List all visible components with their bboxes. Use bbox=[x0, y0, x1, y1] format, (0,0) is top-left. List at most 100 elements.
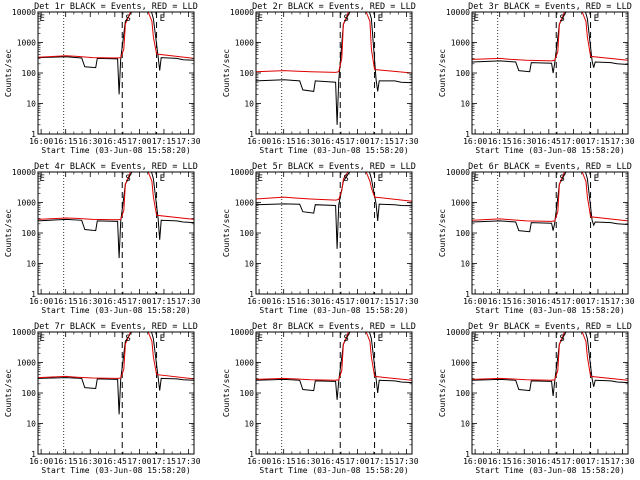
x-tick-label: 17:00 bbox=[345, 457, 369, 466]
plot-frame bbox=[37, 11, 195, 135]
y-axis-label: Counts/sec bbox=[4, 49, 13, 97]
x-tick-label: 16:15 bbox=[488, 297, 512, 306]
y-tick-label: 10 bbox=[244, 420, 254, 429]
y-tick-label: 10 bbox=[460, 420, 470, 429]
y-tick-label: 10 bbox=[26, 100, 36, 109]
y-tick-label: 1000 bbox=[451, 39, 470, 48]
detector-panel-9: Det 9r BLACK = Events, RED = LLD E S E 1 10 10… bbox=[438, 322, 635, 475]
x-tick-label: 17:30 bbox=[394, 297, 418, 306]
x-axis-label: Start Time (03-Jun-08 15:58:20) bbox=[41, 306, 190, 315]
x-tick-label: 17:00 bbox=[561, 137, 585, 146]
detector-panel-4: Det 4r BLACK = Events, RED = LLD E S E 1 10 10… bbox=[4, 162, 201, 315]
panel-title: Det 9r BLACK = Events, RED = LLD bbox=[468, 322, 632, 332]
x-tick-label: 17:30 bbox=[176, 137, 200, 146]
detector-panel-2: Det 2r BLACK = Events, RED = LLD E S E 1 10 10… bbox=[222, 2, 419, 155]
interval-marker-label: S bbox=[559, 14, 564, 24]
x-tick-label: 17:00 bbox=[345, 137, 369, 146]
x-tick-label: 17:15 bbox=[370, 137, 394, 146]
x-axis-label: Start Time (03-Jun-08 15:58:20) bbox=[475, 146, 624, 155]
y-tick-label: 1 bbox=[31, 130, 36, 139]
x-tick-label: 17:00 bbox=[561, 457, 585, 466]
y-tick-label: 1000 bbox=[235, 359, 254, 368]
x-tick-label: 16:45 bbox=[103, 457, 127, 466]
y-tick-label: 1000 bbox=[235, 39, 254, 48]
interval-marker-label: S bbox=[125, 14, 130, 24]
events-series-line bbox=[38, 332, 194, 415]
interval-marker-label: E bbox=[378, 334, 383, 344]
y-tick-label: 1 bbox=[31, 450, 36, 459]
x-axis-label: Start Time (03-Jun-08 15:58:20) bbox=[259, 466, 408, 475]
plot-frame bbox=[37, 331, 195, 455]
y-tick-label: 1 bbox=[249, 450, 254, 459]
y-tick-label: 10 bbox=[244, 260, 254, 269]
x-tick-label: 16:00 bbox=[29, 297, 53, 306]
lld-series-line bbox=[472, 332, 628, 381]
x-tick-label: 17:15 bbox=[152, 457, 176, 466]
panel-title: Det 5r BLACK = Events, RED = LLD bbox=[252, 162, 416, 172]
x-tick-label: 16:00 bbox=[247, 137, 271, 146]
x-tick-label: 17:15 bbox=[370, 457, 394, 466]
y-tick-label: 100 bbox=[22, 389, 37, 398]
x-tick-label: 16:30 bbox=[296, 137, 320, 146]
interval-marker-label: E bbox=[474, 174, 479, 184]
x-axis-label: Start Time (03-Jun-08 15:58:20) bbox=[259, 306, 408, 315]
events-series-line bbox=[256, 12, 412, 125]
y-tick-label: 10000 bbox=[446, 168, 470, 177]
plot-frame bbox=[471, 11, 629, 135]
x-tick-label: 16:45 bbox=[537, 137, 561, 146]
x-tick-label: 17:15 bbox=[586, 137, 610, 146]
x-tick-label: 16:00 bbox=[247, 297, 271, 306]
x-axis-label: Start Time (03-Jun-08 15:58:20) bbox=[259, 146, 408, 155]
x-tick-label: 16:15 bbox=[272, 137, 296, 146]
detector-panel-7: Det 7r BLACK = Events, RED = LLD E S E 1 10 10… bbox=[4, 322, 201, 475]
x-tick-label: 17:30 bbox=[176, 297, 200, 306]
y-tick-label: 100 bbox=[240, 229, 255, 238]
y-tick-label: 10000 bbox=[230, 328, 254, 337]
interval-marker-label: E bbox=[160, 174, 165, 184]
interval-marker-label: E bbox=[378, 174, 383, 184]
interval-marker-label: E bbox=[258, 174, 263, 184]
x-tick-label: 16:30 bbox=[78, 137, 102, 146]
y-tick-label: 100 bbox=[22, 69, 37, 78]
panel-title: Det 8r BLACK = Events, RED = LLD bbox=[252, 322, 416, 332]
interval-marker-label: E bbox=[378, 14, 383, 24]
y-axis-label: Counts/sec bbox=[438, 369, 447, 417]
y-tick-label: 10000 bbox=[12, 168, 36, 177]
y-tick-label: 100 bbox=[240, 69, 255, 78]
y-tick-label: 10000 bbox=[230, 8, 254, 17]
y-tick-label: 1000 bbox=[17, 199, 36, 208]
x-tick-label: 17:00 bbox=[561, 297, 585, 306]
plot-frame bbox=[255, 11, 413, 135]
x-tick-label: 17:15 bbox=[586, 297, 610, 306]
y-tick-label: 1000 bbox=[451, 199, 470, 208]
y-tick-label: 10 bbox=[244, 100, 254, 109]
lld-series-line bbox=[256, 332, 412, 381]
lld-series-line bbox=[472, 172, 628, 222]
x-tick-label: 17:30 bbox=[394, 137, 418, 146]
x-tick-label: 16:45 bbox=[103, 297, 127, 306]
lld-series-line bbox=[38, 12, 194, 59]
events-series-line bbox=[472, 12, 628, 74]
x-tick-label: 16:00 bbox=[29, 137, 53, 146]
interval-marker-label: E bbox=[474, 14, 479, 24]
interval-marker-label: S bbox=[125, 334, 130, 344]
detector-panel-1: Det 1r BLACK = Events, RED = LLD E S E 1 10 10… bbox=[4, 2, 201, 155]
events-series-line bbox=[38, 172, 194, 259]
x-tick-label: 16:30 bbox=[78, 297, 102, 306]
plot-frame bbox=[471, 171, 629, 295]
x-tick-label: 16:45 bbox=[537, 457, 561, 466]
x-tick-label: 17:00 bbox=[127, 297, 151, 306]
y-axis-label: Counts/sec bbox=[222, 49, 231, 97]
x-tick-label: 16:45 bbox=[103, 137, 127, 146]
interval-marker-label: S bbox=[125, 174, 130, 184]
y-tick-label: 1 bbox=[465, 450, 470, 459]
y-tick-label: 1 bbox=[465, 130, 470, 139]
plot-frame bbox=[37, 171, 195, 295]
x-tick-label: 16:30 bbox=[512, 457, 536, 466]
x-tick-label: 16:15 bbox=[488, 137, 512, 146]
x-tick-label: 17:15 bbox=[152, 137, 176, 146]
y-tick-label: 100 bbox=[240, 389, 255, 398]
x-axis-label: Start Time (03-Jun-08 15:58:20) bbox=[475, 466, 624, 475]
y-axis-label: Counts/sec bbox=[4, 209, 13, 257]
